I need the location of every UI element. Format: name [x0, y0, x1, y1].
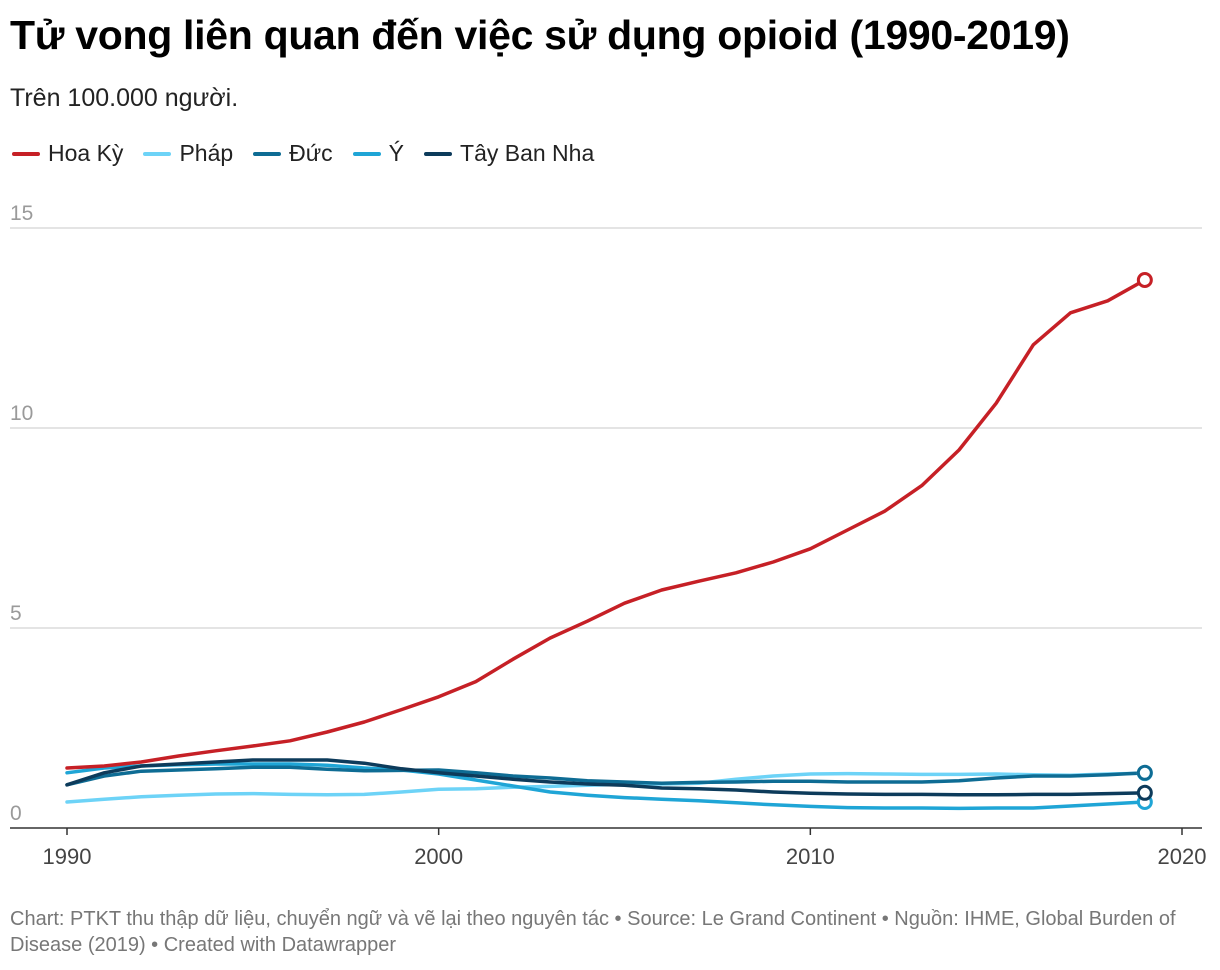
- x-tick-label-2020: 2020: [1158, 844, 1207, 869]
- y-tick-label-0: 0: [10, 802, 22, 825]
- series-line-0: [65, 278, 1147, 770]
- y-tick-label-10: 10: [10, 402, 33, 425]
- legend-item-0: Hoa Kỳ: [12, 140, 123, 167]
- legend-swatch-4: [424, 151, 453, 156]
- series-end-marker-0: [1136, 272, 1153, 288]
- legend-label-4: Tây Ban Nha: [460, 140, 595, 166]
- legend-item-3: Ý: [352, 140, 405, 167]
- chart-footer: Chart: PTKT thu thập dữ liệu, chuyển ngữ…: [10, 908, 1176, 956]
- legend-label-2: Đức: [289, 140, 333, 166]
- legend-label-0: Hoa Kỳ: [48, 140, 124, 166]
- legend-swatch-3: [352, 151, 381, 156]
- legend-label-3: Ý: [388, 140, 405, 166]
- x-tick-label-2000: 2000: [414, 844, 463, 869]
- chart-title: Tử vong liên quan đến việc sử dụng opioi…: [10, 12, 1070, 58]
- line-chart: 0 5 10 15 1990 2000 2010 2020: [10, 202, 1207, 869]
- series-line-4: [65, 758, 1147, 797]
- legend-swatch-2: [253, 151, 282, 156]
- series-line-2: [65, 765, 1147, 787]
- legend-swatch-0: [12, 151, 40, 156]
- x-tick-label-1990: 1990: [43, 844, 92, 869]
- chart-subtitle: Trên 100.000 người.: [10, 84, 239, 112]
- x-tick-label-2010: 2010: [786, 844, 835, 869]
- y-tick-label-15: 15: [10, 202, 33, 225]
- legend-item-4: Tây Ban Nha: [424, 140, 594, 167]
- legend-item-2: Đức: [253, 140, 333, 167]
- series-end-marker-4: [1136, 784, 1153, 801]
- legend-label-1: Pháp: [179, 140, 234, 166]
- y-tick-label-5: 5: [10, 602, 22, 625]
- series-line-3: [65, 762, 1147, 811]
- chart-legend: Hoa Kỳ Pháp Đức Ý Tây Ban Nha: [12, 140, 614, 167]
- legend-swatch-1: [143, 151, 172, 156]
- series-end-marker-2: [1136, 764, 1153, 781]
- legend-item-1: Pháp: [143, 140, 233, 167]
